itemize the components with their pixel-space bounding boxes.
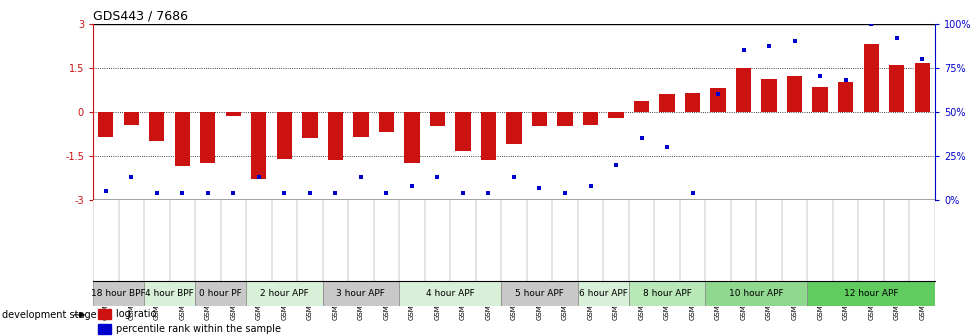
Bar bbox=[455, 112, 470, 152]
Bar bbox=[245, 281, 323, 306]
Bar bbox=[93, 281, 144, 306]
Text: 4 hour BPF: 4 hour BPF bbox=[145, 289, 194, 298]
Point bbox=[276, 190, 291, 196]
Bar bbox=[144, 281, 195, 306]
Bar bbox=[812, 87, 827, 112]
Text: 6 hour APF: 6 hour APF bbox=[578, 289, 627, 298]
Bar bbox=[302, 112, 317, 138]
Point bbox=[353, 174, 369, 180]
Point bbox=[480, 190, 496, 196]
Point bbox=[200, 190, 215, 196]
Point bbox=[174, 190, 190, 196]
Point bbox=[404, 183, 420, 188]
Point bbox=[378, 190, 394, 196]
Bar bbox=[323, 281, 399, 306]
Point bbox=[556, 190, 572, 196]
Point bbox=[863, 21, 878, 26]
Point bbox=[709, 91, 725, 97]
Bar bbox=[531, 112, 547, 126]
Bar bbox=[480, 112, 496, 160]
Bar bbox=[913, 63, 929, 112]
Text: 8 hour APF: 8 hour APF bbox=[642, 289, 690, 298]
Bar bbox=[200, 112, 215, 163]
Bar bbox=[277, 112, 291, 159]
Bar bbox=[378, 112, 394, 132]
Bar bbox=[501, 281, 577, 306]
Text: GDS443 / 7686: GDS443 / 7686 bbox=[93, 9, 188, 23]
Point bbox=[531, 185, 547, 190]
Point bbox=[225, 190, 241, 196]
Bar bbox=[149, 112, 164, 141]
Text: 4 hour APF: 4 hour APF bbox=[425, 289, 474, 298]
Point bbox=[250, 174, 266, 180]
Bar bbox=[761, 79, 776, 112]
Bar bbox=[807, 281, 934, 306]
Point bbox=[913, 56, 929, 61]
Point bbox=[98, 188, 113, 194]
Bar bbox=[429, 112, 445, 126]
Point bbox=[149, 190, 164, 196]
Bar bbox=[837, 82, 853, 112]
Bar bbox=[195, 281, 245, 306]
Text: percentile rank within the sample: percentile rank within the sample bbox=[115, 324, 281, 334]
Bar bbox=[98, 309, 111, 319]
Point bbox=[658, 144, 674, 150]
Point bbox=[786, 39, 802, 44]
Bar bbox=[633, 101, 648, 112]
Point bbox=[582, 183, 598, 188]
Text: development stage: development stage bbox=[2, 310, 97, 320]
Bar bbox=[704, 281, 807, 306]
Bar bbox=[710, 88, 725, 112]
Bar bbox=[174, 112, 190, 166]
Text: log ratio: log ratio bbox=[115, 309, 156, 319]
Point bbox=[888, 35, 904, 40]
Bar bbox=[98, 324, 111, 335]
Point bbox=[761, 44, 777, 49]
Text: 3 hour APF: 3 hour APF bbox=[336, 289, 385, 298]
Point bbox=[455, 190, 470, 196]
Point bbox=[607, 162, 623, 167]
Bar bbox=[685, 93, 699, 112]
Bar bbox=[863, 44, 878, 112]
Bar bbox=[786, 77, 801, 112]
Point bbox=[633, 135, 648, 141]
Bar bbox=[888, 65, 904, 112]
Bar bbox=[735, 68, 750, 112]
Bar bbox=[328, 112, 342, 160]
Point bbox=[302, 190, 318, 196]
Point bbox=[812, 74, 827, 79]
Bar bbox=[506, 112, 521, 144]
Bar bbox=[582, 112, 598, 125]
Text: 10 hour APF: 10 hour APF bbox=[729, 289, 782, 298]
Point bbox=[837, 77, 853, 83]
Point bbox=[429, 174, 445, 180]
Text: 2 hour APF: 2 hour APF bbox=[260, 289, 308, 298]
Text: 18 hour BPF: 18 hour BPF bbox=[91, 289, 146, 298]
Bar bbox=[628, 281, 704, 306]
Point bbox=[328, 190, 343, 196]
Point bbox=[735, 47, 751, 53]
Bar bbox=[607, 112, 623, 118]
Point bbox=[684, 190, 699, 196]
Bar bbox=[556, 112, 572, 126]
Bar bbox=[577, 281, 628, 306]
Bar bbox=[353, 112, 368, 137]
Point bbox=[123, 174, 139, 180]
Bar bbox=[399, 281, 501, 306]
Bar bbox=[226, 112, 241, 116]
Bar bbox=[404, 112, 420, 163]
Text: 5 hour APF: 5 hour APF bbox=[514, 289, 563, 298]
Bar bbox=[251, 112, 266, 179]
Bar bbox=[98, 112, 113, 137]
Text: 0 hour PF: 0 hour PF bbox=[199, 289, 242, 298]
Bar bbox=[123, 112, 139, 125]
Text: 12 hour APF: 12 hour APF bbox=[843, 289, 898, 298]
Point bbox=[506, 174, 521, 180]
Bar bbox=[659, 94, 674, 112]
